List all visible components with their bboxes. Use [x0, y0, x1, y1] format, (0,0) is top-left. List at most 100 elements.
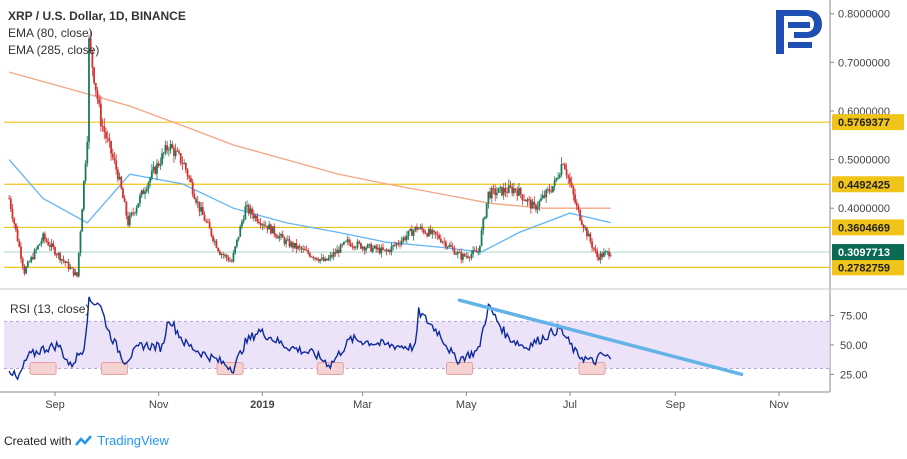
candle-body [446, 246, 449, 248]
rsi-line [8, 296, 612, 381]
candle-body [461, 253, 464, 260]
candle-body [385, 249, 388, 252]
time-tick-label: Nov [149, 399, 169, 411]
candle-body [455, 254, 457, 255]
candle-body [266, 225, 269, 230]
candle-body [254, 215, 257, 219]
candle-body [108, 138, 111, 142]
candle-body [426, 233, 429, 237]
candle-body [162, 152, 165, 154]
candle-body [507, 185, 510, 193]
candle-body [237, 236, 240, 240]
candle-body [444, 241, 447, 248]
candle-body [45, 239, 48, 242]
candle-body [388, 250, 391, 253]
candle-body [64, 261, 67, 263]
candle-body [529, 199, 532, 209]
candle-body [431, 230, 434, 234]
candle-body [50, 243, 53, 247]
candle-body [91, 50, 94, 68]
candle-body [276, 236, 279, 239]
candle-body [360, 243, 362, 249]
candle-body [283, 237, 286, 244]
candle-body [324, 258, 327, 261]
candle-body [596, 250, 599, 257]
candle-body [499, 186, 502, 189]
level-label-box [832, 176, 904, 193]
candle-body [603, 252, 605, 257]
candle-body [417, 228, 420, 230]
candle-body [302, 248, 305, 250]
candle-body [331, 255, 333, 257]
candle-body [354, 247, 357, 249]
candle-body [427, 228, 430, 237]
candle-body [54, 247, 56, 255]
candle-body [286, 239, 289, 241]
candle-body [13, 218, 16, 224]
candle-body [601, 253, 604, 257]
candle-body [76, 272, 78, 277]
candle-body [543, 195, 546, 198]
candle-body [234, 246, 237, 253]
candle-body [443, 241, 446, 243]
candle-body [477, 252, 480, 254]
candle-body [429, 228, 432, 234]
rsi-oversold-marker [445, 361, 473, 375]
candle-body [484, 217, 486, 219]
rsi-oversold-marker [100, 361, 128, 375]
candle-body [371, 247, 374, 252]
candle-body [519, 188, 522, 195]
candle-body [62, 259, 65, 262]
candle-body [176, 150, 179, 152]
candle-body [239, 226, 242, 237]
candle-body [208, 222, 211, 229]
candle-body [373, 245, 376, 248]
candle-body [207, 221, 209, 223]
candle-body [173, 147, 175, 156]
candle-body [110, 141, 112, 154]
rsi-trend-line [457, 298, 744, 377]
candle-body [30, 257, 33, 262]
candle-body [135, 207, 138, 213]
candle-body [280, 234, 282, 236]
candle-body [145, 189, 148, 192]
candle-body [40, 241, 43, 244]
candle-body [84, 163, 87, 181]
candle-body [567, 175, 570, 178]
candle-body [563, 164, 566, 170]
candle-body [552, 186, 554, 192]
candle-body [518, 188, 520, 196]
candle-body [557, 177, 559, 179]
candle-body [562, 164, 565, 165]
candle-body [89, 38, 92, 51]
candle-body [512, 188, 515, 194]
candle-body [395, 243, 398, 246]
r-brand-logo-icon [776, 10, 822, 54]
candle-body [258, 221, 260, 224]
candle-body [288, 239, 291, 247]
candle-body [133, 212, 136, 214]
candle-body [375, 245, 378, 250]
candle-body [584, 227, 587, 229]
candle-body [122, 188, 124, 199]
candle-body [332, 252, 335, 257]
candle-body [502, 188, 505, 196]
candle-body [348, 239, 350, 243]
candle-body [113, 157, 116, 161]
time-tick-label: Jul [563, 399, 577, 411]
candle-body [149, 178, 152, 183]
candle-body [456, 252, 459, 255]
candle-body [232, 252, 235, 262]
candle-body [88, 38, 90, 142]
candle-body [412, 230, 415, 236]
candle-body [489, 191, 491, 199]
candle-body [353, 246, 356, 248]
candle-body [273, 226, 276, 235]
footer-brand[interactable]: TradingView [97, 433, 169, 448]
candle-body [587, 233, 590, 237]
candle-body [21, 258, 24, 266]
candle-body [555, 178, 558, 181]
rsi-label: RSI (13, close) [10, 302, 90, 316]
candle-body [439, 238, 442, 243]
candle-body [560, 164, 563, 175]
